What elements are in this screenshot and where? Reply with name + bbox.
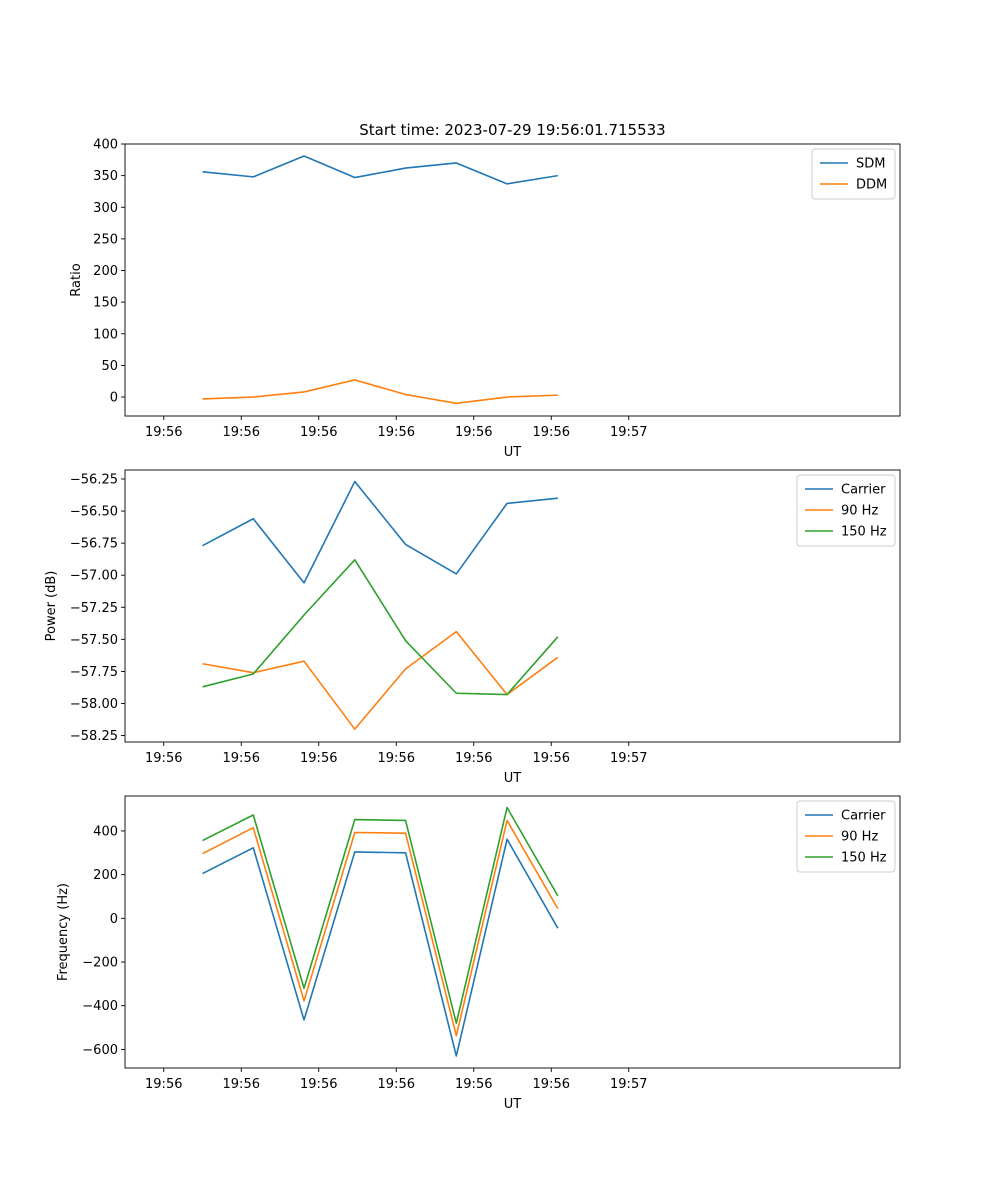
y-tick-label: 200 — [93, 868, 118, 883]
x-axis-label: UT — [504, 771, 522, 786]
legend-box — [796, 474, 896, 547]
legend-label: 150 Hz — [841, 525, 887, 540]
x-tick-label: 19:56 — [533, 751, 570, 766]
y-tick-label: 200 — [93, 264, 118, 279]
y-tick-label: 50 — [101, 359, 118, 374]
y-tick-label: −600 — [82, 1043, 118, 1058]
y-tick-label: 400 — [93, 138, 118, 153]
x-tick-label: 19:56 — [300, 1077, 337, 1092]
legend-label: SDM — [856, 157, 885, 172]
series-line-90-hz — [202, 819, 559, 1037]
y-tick-label: −56.50 — [70, 505, 118, 520]
chart-title: Start time: 2023-07-29 19:56:01.715533 — [359, 121, 665, 139]
legend: Carrier 90 Hz 150 Hz — [796, 800, 896, 873]
x-tick-label: 19:56 — [300, 751, 337, 766]
legend-label: 150 Hz — [841, 851, 887, 866]
series-line-carrier — [202, 480, 558, 584]
x-tick-label: 19:56 — [223, 1077, 260, 1092]
y-axis-label: Ratio — [69, 263, 84, 296]
y-tick-label: −58.25 — [70, 729, 118, 744]
y-axis-label: Frequency (Hz) — [56, 883, 71, 981]
axes-frame — [124, 795, 901, 1069]
x-tick-label: 19:56 — [378, 425, 415, 440]
y-tick-label: −57.00 — [70, 569, 118, 584]
y-tick-label: −57.25 — [70, 601, 118, 616]
x-tick-label: 19:56 — [145, 1077, 182, 1092]
y-tick-label: −57.75 — [70, 665, 118, 680]
x-tick-label: 19:56 — [455, 1077, 492, 1092]
y-tick-label: 0 — [110, 391, 118, 406]
series-line-150-hz — [202, 559, 559, 696]
x-tick-label: 19:57 — [610, 751, 647, 766]
x-tick-label: 19:56 — [533, 1077, 570, 1092]
legend: Carrier 90 Hz 150 Hz — [796, 474, 896, 547]
axes-frame — [124, 143, 901, 417]
x-tick-label: 19:57 — [610, 425, 647, 440]
legend-label: 90 Hz — [841, 830, 878, 845]
subplot-2: 19:56 19:56 19:56 19:56 19:56 19:56 19:57 −58.2… — [44, 469, 901, 786]
y-tick-label: −58.00 — [70, 697, 118, 712]
y-tick-label: −57.50 — [70, 633, 118, 648]
subplot-3: 19:56 19:56 19:56 19:56 19:56 19:56 19:57 −600 −… — [56, 795, 901, 1112]
x-axis-label: UT — [504, 445, 522, 460]
series-line-ddm — [202, 379, 558, 405]
series-line-150-hz — [202, 806, 559, 1025]
x-tick-label: 19:56 — [223, 751, 260, 766]
y-tick-label: 150 — [93, 296, 118, 311]
legend-box — [796, 800, 896, 873]
y-tick-label: −400 — [82, 999, 118, 1014]
series-line-carrier — [202, 838, 559, 1057]
series-line-sdm — [202, 155, 558, 185]
x-tick-label: 19:56 — [145, 425, 182, 440]
y-axis-label: Power (dB) — [44, 571, 59, 642]
y-tick-label: 300 — [93, 201, 118, 216]
legend-label: 90 Hz — [841, 504, 878, 519]
legend-box — [811, 148, 896, 200]
legend: SDM DDM — [811, 148, 896, 200]
y-tick-label: 250 — [93, 232, 118, 247]
y-tick-label: 100 — [93, 327, 118, 342]
y-tick-label: −56.25 — [70, 472, 118, 487]
subplot-1: Start time: 2023-07-29 19:56:01.715533 19… — [69, 121, 901, 460]
x-tick-label: 19:56 — [455, 425, 492, 440]
x-tick-label: 19:56 — [455, 751, 492, 766]
y-tick-label: 350 — [93, 169, 118, 184]
y-tick-label: 400 — [93, 824, 118, 839]
x-tick-label: 19:56 — [223, 425, 260, 440]
x-tick-label: 19:56 — [378, 751, 415, 766]
y-tick-label: −56.75 — [70, 537, 118, 552]
axes-frame — [124, 469, 901, 743]
x-axis-label: UT — [504, 1097, 522, 1112]
x-tick-label: 19:57 — [610, 1077, 647, 1092]
x-tick-label: 19:56 — [145, 751, 182, 766]
x-tick-label: 19:56 — [300, 425, 337, 440]
x-tick-label: 19:56 — [378, 1077, 415, 1092]
legend-label: DDM — [856, 178, 887, 193]
y-tick-label: −200 — [82, 956, 118, 971]
x-tick-label: 19:56 — [533, 425, 570, 440]
series-line-90-hz — [202, 630, 559, 730]
legend-label: Carrier — [841, 809, 886, 824]
y-tick-label: 0 — [110, 912, 118, 927]
legend-label: Carrier — [841, 483, 886, 498]
